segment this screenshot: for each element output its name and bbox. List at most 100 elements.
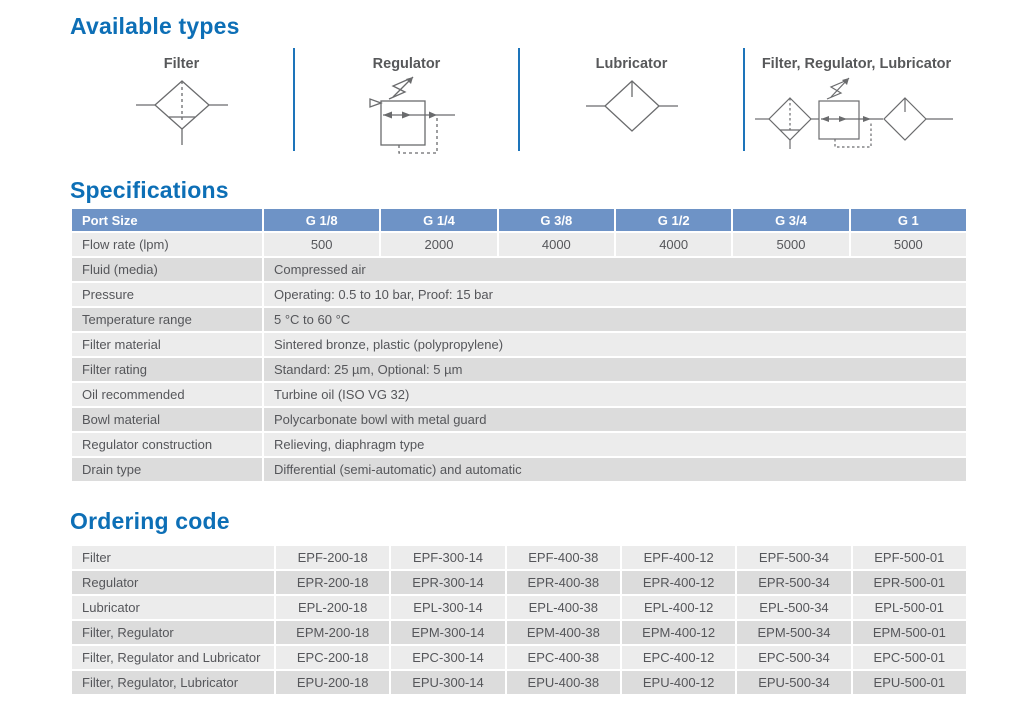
order-code: EPC-500-01 [852, 646, 966, 669]
spec-label: Oil recommended [72, 383, 262, 406]
order-row-lubricator: Lubricator EPL-200-18 EPL-300-14 EPL-400… [72, 596, 966, 619]
order-code: EPF-400-12 [621, 546, 736, 569]
order-code: EPL-400-12 [621, 596, 736, 619]
spec-value: 500 [264, 233, 380, 256]
spec-value: Standard: 25 µm, Optional: 5 µm [264, 358, 966, 381]
order-code: EPF-500-34 [737, 546, 851, 569]
order-code: EPM-400-38 [506, 621, 620, 644]
spec-row-pressure: Pressure Operating: 0.5 to 10 bar, Proof… [72, 283, 966, 306]
order-code: EPR-500-34 [737, 571, 851, 594]
spec-label: Temperature range [72, 308, 262, 331]
spec-value: Sintered bronze, plastic (polypropylene) [264, 333, 966, 356]
order-code: EPL-300-14 [391, 596, 505, 619]
order-code: EPL-200-18 [276, 596, 390, 619]
order-label: Regulator [72, 571, 274, 594]
order-label: Filter, Regulator [72, 621, 274, 644]
spec-value: 5000 [733, 233, 849, 256]
order-code: EPU-500-01 [852, 671, 966, 694]
order-label: Filter [72, 546, 274, 569]
available-types-section: Available types Filter Regulator [0, 0, 1024, 154]
spec-value: Compressed air [264, 258, 966, 281]
order-code: EPC-300-14 [391, 646, 505, 669]
order-code: EPM-300-14 [391, 621, 505, 644]
regulator-symbol-icon [351, 75, 463, 155]
order-code: EPU-400-38 [506, 671, 620, 694]
spec-value: Differential (semi-automatic) and automa… [264, 458, 966, 481]
lubricator-symbol-icon [584, 75, 680, 137]
spec-value: Relieving, diaphragm type [264, 433, 966, 456]
spec-row-filter-material: Filter material Sintered bronze, plastic… [72, 333, 966, 356]
order-code: EPC-200-18 [276, 646, 390, 669]
type-filter-regulator-lubricator: Filter, Regulator, Lubricator [743, 48, 968, 151]
order-code: EPF-300-14 [391, 546, 505, 569]
spec-label: Pressure [72, 283, 262, 306]
order-code: EPC-400-38 [506, 646, 620, 669]
order-code: EPC-400-12 [621, 646, 736, 669]
spec-value: Turbine oil (ISO VG 32) [264, 383, 966, 406]
spec-label: Bowl material [72, 408, 262, 431]
type-regulator: Regulator [293, 48, 518, 154]
type-filter-regulator-lubricator-label: Filter, Regulator, Lubricator [761, 56, 952, 72]
specifications-table: Port Size G 1/8 G 1/4 G 3/8 G 1/2 G 3/4 … [70, 207, 968, 483]
type-regulator-label: Regulator [372, 56, 441, 72]
filter-regulator-lubricator-symbol-icon [753, 75, 961, 153]
order-row-filter-regulator-lubricator: Filter, Regulator, Lubricator EPU-200-18… [72, 671, 966, 694]
spec-label: Fluid (media) [72, 258, 262, 281]
order-code: EPM-400-12 [621, 621, 736, 644]
spec-header-g1: G 1 [850, 209, 966, 231]
spec-row-bowl: Bowl material Polycarbonate bowl with me… [72, 408, 966, 431]
spec-row-regulator-construction: Regulator construction Relieving, diaphr… [72, 433, 966, 456]
spec-row-drain: Drain type Differential (semi-automatic)… [72, 458, 966, 481]
spec-value: 5000 [850, 233, 966, 256]
spec-header-g12: G 1/2 [615, 209, 732, 231]
spec-label: Filter material [72, 333, 262, 356]
order-row-filter-regulator: Filter, Regulator EPM-200-18 EPM-300-14 … [72, 621, 966, 644]
order-code: EPF-200-18 [276, 546, 390, 569]
spec-row-filter-rating: Filter rating Standard: 25 µm, Optional:… [72, 358, 966, 381]
spec-value: Polycarbonate bowl with metal guard [264, 408, 966, 431]
specifications-section: Specifications Port Size G 1/8 G 1/4 G 3… [0, 177, 1024, 483]
spec-header-g18: G 1/8 [264, 209, 380, 231]
spec-row-temperature: Temperature range 5 °C to 60 °C [72, 308, 966, 331]
spec-value: 4000 [498, 233, 614, 256]
spec-row-flow-rate: Flow rate (lpm) 500 2000 4000 4000 5000 … [72, 233, 966, 256]
order-code: EPR-400-12 [621, 571, 736, 594]
ordering-code-table: Filter EPF-200-18 EPF-300-14 EPF-400-38 … [70, 544, 968, 696]
spec-row-fluid: Fluid (media) Compressed air [72, 258, 966, 281]
order-label: Filter, Regulator and Lubricator [72, 646, 274, 669]
spec-value: 2000 [381, 233, 497, 256]
type-lubricator-label: Lubricator [595, 56, 668, 72]
spec-header-g14: G 1/4 [381, 209, 497, 231]
spec-header-g34: G 3/4 [733, 209, 849, 231]
spec-label: Drain type [72, 458, 262, 481]
order-code: EPM-200-18 [276, 621, 390, 644]
spec-label: Flow rate (lpm) [72, 233, 262, 256]
order-code: EPM-500-34 [737, 621, 851, 644]
ordering-code-section: Ordering code Filter EPF-200-18 EPF-300-… [0, 508, 1024, 696]
spec-header-row: Port Size G 1/8 G 1/4 G 3/8 G 1/2 G 3/4 … [72, 209, 966, 231]
order-code: EPL-500-34 [737, 596, 851, 619]
order-code: EPC-500-34 [737, 646, 851, 669]
spec-value: 4000 [615, 233, 732, 256]
available-types-row: Filter Regulator [70, 48, 968, 154]
order-code: EPU-200-18 [276, 671, 390, 694]
order-code: EPU-400-12 [621, 671, 736, 694]
order-code: EPM-500-01 [852, 621, 966, 644]
type-filter-label: Filter [163, 56, 200, 72]
spec-row-oil: Oil recommended Turbine oil (ISO VG 32) [72, 383, 966, 406]
spec-header-port-size: Port Size [72, 209, 262, 231]
type-filter: Filter [70, 48, 293, 151]
available-types-title: Available types [70, 13, 240, 39]
order-code: EPR-300-14 [391, 571, 505, 594]
order-row-filter: Filter EPF-200-18 EPF-300-14 EPF-400-38 … [72, 546, 966, 569]
spec-label: Regulator construction [72, 433, 262, 456]
spec-value: Operating: 0.5 to 10 bar, Proof: 15 bar [264, 283, 966, 306]
ordering-code-title: Ordering code [70, 508, 230, 534]
spec-value: 5 °C to 60 °C [264, 308, 966, 331]
order-label: Filter, Regulator, Lubricator [72, 671, 274, 694]
order-code: EPU-500-34 [737, 671, 851, 694]
order-code: EPF-400-38 [506, 546, 620, 569]
order-code: EPL-400-38 [506, 596, 620, 619]
filter-symbol-icon [134, 75, 230, 149]
